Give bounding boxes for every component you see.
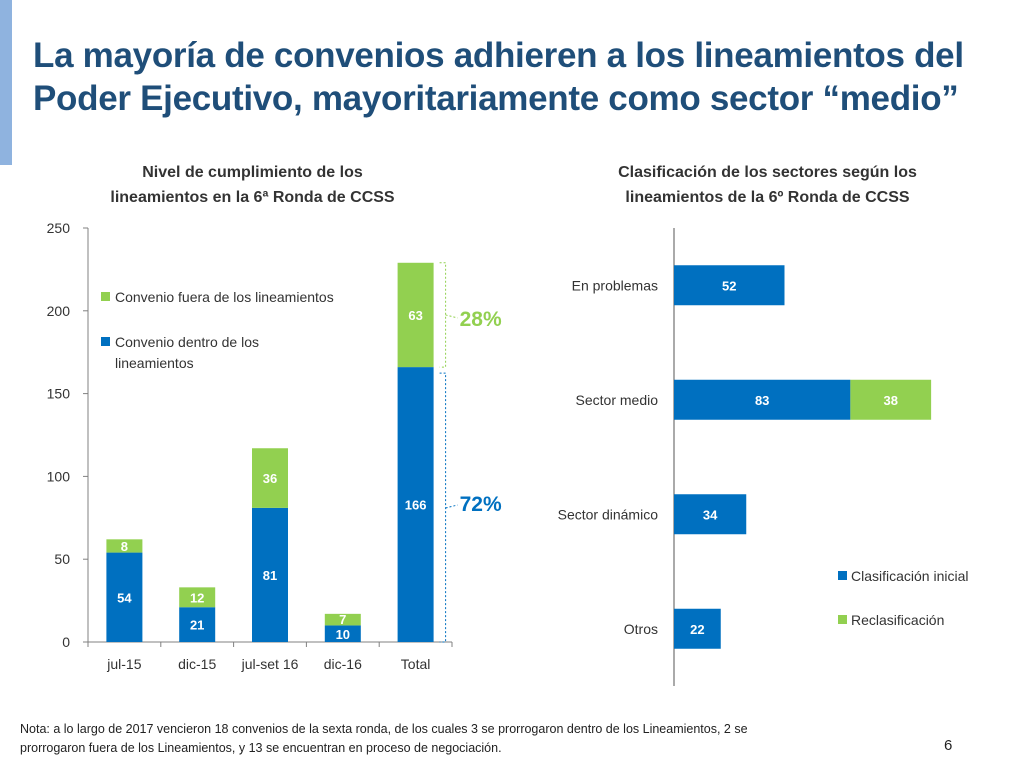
right-chart-title: Clasificación de los sectores según los … [590,160,945,210]
left-chart-title: Nivel de cumplimiento de los lineamiento… [80,160,425,210]
left-x-tick-label: Total [401,656,431,672]
right-bar-value-label: 52 [722,278,736,293]
legend-label-inside-line-2: lineamientos [115,355,194,371]
left-bar-inside [324,625,361,642]
left-bar-inside [252,507,288,642]
right-bar-initial [674,265,785,306]
right-bar-value-label: 38 [884,393,898,408]
outside-share-leader [445,314,458,319]
left-chart-title-line-1: Nivel de cumplimiento de los [142,164,363,181]
left-bar-inside [397,367,434,642]
left-y-tick-label: 200 [47,303,71,319]
inside-share-bracket [439,372,447,643]
left-x-tick-label: jul-15 [106,656,141,672]
left-bar-outside [252,448,288,508]
legend-label-initial: Clasificación inicial [851,568,969,584]
left-bar-value-label: 166 [405,498,427,513]
legend-swatch-inside [101,337,110,346]
right-chart-title-line-1: Clasificación de los sectores según los [618,164,917,181]
footnote: Nota: a lo largo de 2017 vencieron 18 co… [20,720,840,758]
outside-share-label: 28% [460,308,502,331]
title-accent-bar [0,0,12,165]
right-bar-initial [674,608,721,649]
right-bar-reclassified [850,379,932,420]
left-y-tick-label: 150 [47,386,71,402]
left-x-tick-label: dic-16 [324,656,362,672]
left-bar-outside [106,539,143,553]
left-bar-value-label: 8 [121,539,128,554]
left-y-tick-label: 250 [47,220,71,236]
left-bar-outside [179,587,216,608]
left-bar-value-label: 7 [339,612,346,627]
footnote-line-1: Nota: a lo largo de 2017 vencieron 18 co… [20,722,748,736]
legend-label-reclassified: Reclasificación [851,612,944,628]
right-category-label: Sector medio [576,392,659,408]
right-chart-title-line-2: lineamientos de la 6º Ronda de CCSS [625,189,910,206]
slide-title-line-1: La mayoría de convenios adhieren a los l… [33,36,964,75]
left-bar-outside [324,613,361,626]
left-y-tick-label: 100 [47,468,71,484]
slide-title: La mayoría de convenios adhieren a los l… [33,34,993,120]
left-x-tick-label: jul-set 16 [241,656,299,672]
right-bar-initial [674,379,851,420]
right-category-label: Otros [624,621,658,637]
legend-label-inside-line-1: Convenio dentro de los [115,334,259,350]
right-bar-initial [674,494,747,535]
outside-share-bracket [439,262,447,368]
left-bar-value-label: 10 [336,627,350,642]
legend-swatch-reclassified [838,615,847,624]
legend-swatch-initial [838,571,847,580]
left-bar-outside [397,262,434,368]
legend-swatch-outside [101,292,110,301]
left-y-tick-label: 50 [54,551,70,567]
legend-label-outside: Convenio fuera de los lineamientos [115,289,334,305]
left-x-tick-label: dic-15 [178,656,216,672]
inside-share-leader [445,504,458,509]
left-bar-value-label: 21 [190,618,204,633]
left-bar-value-label: 63 [408,308,422,323]
footnote-line-2: prorrogaron fuera de los Lineamientos, y… [20,741,502,755]
left-chart-title-line-2: lineamientos en la 6ª Ronda de CCSS [110,189,395,206]
right-category-label: Sector dinámico [558,506,659,522]
left-bar-value-label: 36 [263,471,277,486]
right-bar-value-label: 83 [755,393,769,408]
inside-share-label: 72% [460,493,502,516]
left-y-tick-label: 0 [62,634,70,650]
right-bar-value-label: 22 [690,622,704,637]
right-category-label: En problemas [572,277,658,293]
left-bar-value-label: 12 [190,590,204,605]
left-bar-inside [179,607,216,642]
left-bar-value-label: 54 [117,590,132,605]
left-bar-value-label: 81 [263,568,277,583]
right-bar-value-label: 34 [703,507,718,522]
slide-title-line-2: Poder Ejecutivo, mayoritariamente como s… [33,79,959,118]
page-number: 6 [944,737,953,754]
left-bar-inside [106,552,143,642]
